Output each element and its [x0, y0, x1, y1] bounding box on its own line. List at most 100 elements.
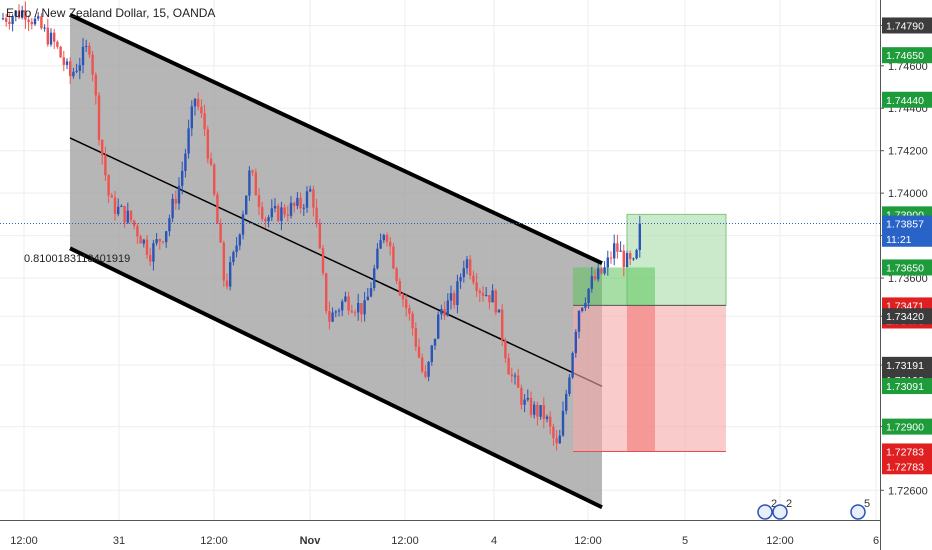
price-badge: [882, 215, 932, 232]
y-tick-label: 1.74000: [888, 188, 928, 200]
regression-channel[interactable]: [69, 13, 603, 510]
candle-body: [43, 27, 46, 29]
price-badge: [882, 230, 932, 247]
candle-body: [344, 296, 347, 302]
candle-body: [209, 158, 213, 165]
candle-body: [8, 21, 11, 24]
candle-body: [289, 202, 293, 216]
candle-body: [107, 175, 110, 196]
price-badge-label: 1.74790: [886, 20, 924, 32]
candle-body: [30, 21, 33, 25]
candle-body: [219, 223, 222, 243]
candle-body: [520, 387, 523, 405]
candle-body: [469, 259, 472, 276]
price-badge-label: 1.73091: [886, 381, 924, 393]
x-tick-label: 12:00: [200, 535, 228, 547]
candle-body: [392, 246, 395, 269]
y-tick-label: 1.74200: [888, 146, 928, 158]
candle-body: [529, 397, 533, 415]
candle-body: [149, 254, 152, 262]
candle-body: [587, 288, 590, 304]
candle-body: [424, 371, 427, 377]
candle-body: [565, 393, 568, 411]
candle-body: [337, 310, 341, 312]
candle-body: [507, 358, 510, 375]
candle-body: [261, 207, 264, 219]
candle-body: [75, 70, 78, 72]
candle-body: [357, 303, 360, 313]
x-tick-label: 12:00: [391, 535, 419, 547]
candle-body: [638, 223, 641, 250]
candle-body: [632, 258, 635, 260]
candle-body: [561, 410, 565, 436]
candle-body: [475, 282, 478, 291]
candle-body: [417, 346, 421, 358]
candle-body: [133, 220, 136, 226]
candle-body: [437, 314, 440, 339]
candle-body: [430, 345, 433, 362]
candle-body: [472, 275, 475, 283]
candle-body: [123, 205, 126, 223]
candle-body: [165, 231, 168, 243]
candle-body: [273, 205, 277, 209]
candle-body: [622, 250, 625, 267]
candle-body: [405, 299, 408, 309]
candle-body: [81, 46, 85, 66]
candle-body: [197, 98, 200, 107]
candle-body: [414, 328, 417, 347]
channel-mid-line: [69, 137, 603, 387]
candle-body: [616, 243, 619, 252]
candle-body: [315, 207, 318, 224]
candle-body: [267, 217, 270, 222]
long-position-tool[interactable]: [573, 213, 727, 452]
candle-body: [283, 207, 286, 215]
candle-body: [120, 205, 123, 207]
candle-body: [152, 243, 155, 262]
candle-body: [552, 426, 555, 439]
candle-body: [440, 308, 443, 315]
candle-body: [360, 303, 363, 315]
candle-body: [91, 54, 94, 75]
candle-body: [600, 268, 603, 274]
candle-body: [485, 295, 488, 297]
candle-body: [193, 98, 197, 107]
candle-body: [53, 32, 56, 42]
price-badge-label: 1.74650: [886, 50, 924, 62]
candle-body: [501, 309, 504, 341]
candle-body: [558, 435, 561, 444]
candle-body: [427, 361, 430, 377]
price-badge-label: 1.72783: [886, 446, 924, 458]
event-marker-count: 2: [786, 498, 792, 510]
candle-body: [110, 195, 113, 198]
candle-body: [254, 172, 257, 196]
candle-body: [145, 239, 149, 255]
candle-body: [581, 307, 584, 311]
price-badge-label: 11:21: [886, 234, 912, 246]
candle-body: [59, 46, 62, 58]
candle-body: [433, 338, 437, 346]
candle-body: [312, 189, 315, 208]
candle-body: [504, 340, 507, 359]
channel-lower-line: [69, 246, 603, 510]
candle-body: [597, 268, 600, 280]
x-tick-label: 6: [873, 535, 879, 547]
candle-body: [46, 27, 49, 45]
price-badge: [882, 259, 932, 276]
candle-body: [609, 257, 613, 259]
y-tick-label: 1.73600: [888, 273, 928, 285]
candle-body: [497, 309, 501, 313]
candle-body: [129, 210, 133, 221]
price-badge: [882, 443, 932, 460]
candle-body: [62, 57, 65, 65]
x-tick-label: 31: [113, 535, 125, 547]
candle-body: [549, 416, 552, 427]
price-badge-label: 1.73420: [886, 311, 924, 323]
candle-body: [158, 239, 161, 242]
candle-body: [174, 198, 177, 204]
candle-body: [155, 239, 158, 244]
event-marker-count: 2: [771, 498, 777, 510]
x-tick-label: 12:00: [766, 535, 794, 547]
candle-body: [481, 293, 485, 296]
